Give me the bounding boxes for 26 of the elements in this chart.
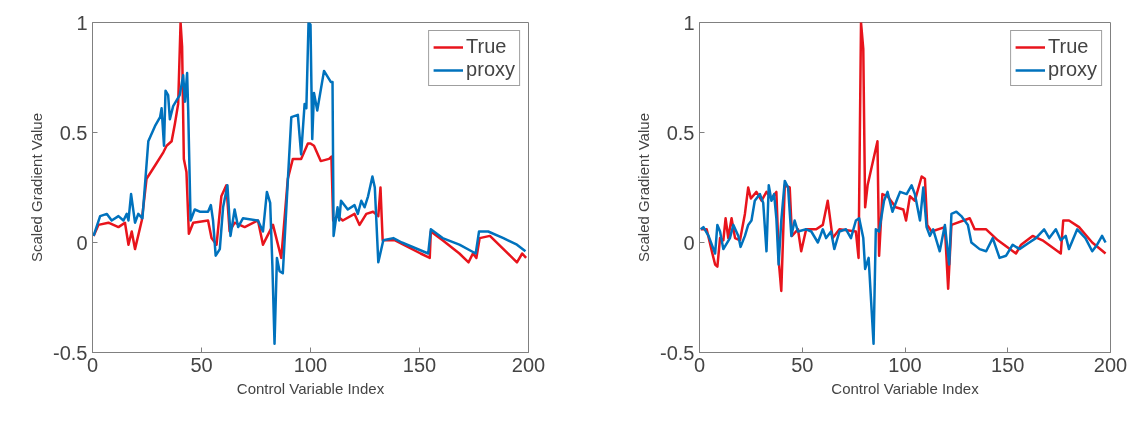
y-axis-title: Scaled Gradient Value <box>635 113 653 262</box>
line-series <box>699 179 1107 345</box>
x-tick-label: 200 <box>511 353 546 376</box>
x-tick-label: 100 <box>293 353 328 376</box>
y-tick-label: -0.5 <box>53 341 88 364</box>
y-tick-label: 0 <box>76 231 88 254</box>
x-tick-label: 150 <box>402 353 437 376</box>
y-tick-label: 1 <box>683 11 695 34</box>
x-axis-title: Control Variable Index <box>831 379 980 397</box>
x-tick-label: 200 <box>1093 353 1128 376</box>
y-tick-label: -0.5 <box>660 341 695 364</box>
y-tick-label: 0 <box>683 231 695 254</box>
y-tick-label: 0.5 <box>59 121 88 144</box>
legend-label: True <box>1048 35 1089 58</box>
legend-label: True <box>466 35 507 58</box>
x-tick-label: 150 <box>991 353 1025 376</box>
line-series <box>92 22 527 345</box>
y-axis-title: Scaled Gradient Value <box>28 113 46 262</box>
x-tick-label: 50 <box>190 353 213 376</box>
x-tick-label: 50 <box>791 353 814 376</box>
y-tick-label: 1 <box>76 11 88 34</box>
x-axis-title: Control Variable Index <box>236 379 385 397</box>
y-tick-label: 0.5 <box>666 121 695 144</box>
x-tick-label: 100 <box>888 353 922 376</box>
legend-label: proxy <box>1048 58 1097 81</box>
legend-label: proxy <box>466 58 515 81</box>
